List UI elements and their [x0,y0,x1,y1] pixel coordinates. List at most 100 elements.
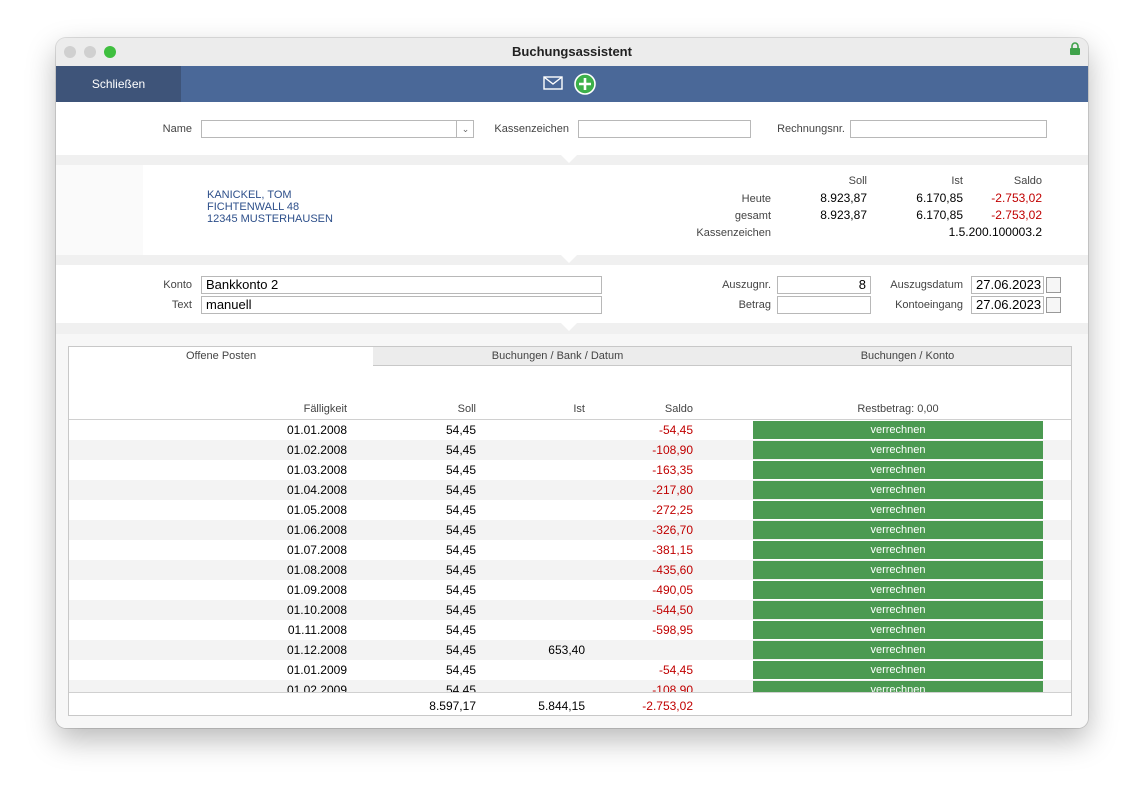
table-cell: 01.12.2008 [286,643,347,657]
auszugnr-label: Auszugnr. [722,279,771,291]
table-row: 01.03.2008 54,45 -163,35 verrechnen [69,460,1071,480]
table-row: 01.08.2008 54,45 -435,60 verrechnen [69,560,1071,580]
table-cell: 01.03.2008 [286,463,347,477]
summary-kassenzeichen-label: Kassenzeichen [696,227,771,239]
calendar-button[interactable] [1046,277,1061,293]
auszugnr-input[interactable]: 8 [777,276,871,294]
verrechnen-button[interactable]: verrechnen [753,661,1043,679]
tab[interactable]: Buchungen / Konto [742,347,1071,366]
table-row: 01.06.2008 54,45 -326,70 verrechnen [69,520,1071,540]
verrechnen-button[interactable]: verrechnen [753,421,1043,439]
auszugsdatum-input[interactable]: 27.06.2023 [971,276,1044,294]
konto-input[interactable]: Bankkonto 2 [201,276,602,294]
minimize-light[interactable] [84,46,96,58]
calendar-button[interactable] [1046,297,1061,313]
table-cell: -272,25 [652,503,693,517]
total: -2.753,02 [642,699,693,713]
table-cell: 01.06.2008 [286,523,347,537]
table-row: 01.12.2008 54,45 653,40 verrechnen [69,640,1071,660]
table-row: 01.07.2008 54,45 -381,15 verrechnen [69,540,1071,560]
verrechnen-button[interactable]: verrechnen [753,481,1043,499]
notch [561,155,577,163]
side-area [56,165,143,255]
verrechnen-button[interactable]: verrechnen [753,641,1043,659]
name-label: Name [162,123,192,135]
betrag-input[interactable] [777,296,871,314]
table-row: 01.09.2008 54,45 -490,05 verrechnen [69,580,1071,600]
table-row: 01.10.2008 54,45 -544,50 verrechnen [69,600,1071,620]
table-cell: -490,05 [652,583,693,597]
notch [561,323,577,331]
name-dropdown[interactable] [201,120,474,138]
verrechnen-button[interactable]: verrechnen [753,621,1043,639]
footer-line [69,692,1071,693]
table-cell: 01.01.2009 [286,663,347,677]
table-rows: 01.01.2008 54,45 -54,45 verrechnen 01.02.200… [69,420,1071,692]
table-cell: 653,40 [548,643,585,657]
verrechnen-button[interactable]: verrechnen [753,681,1043,692]
mail-icon[interactable] [543,76,563,90]
summary-value: 6.170,85 [916,208,963,222]
table-cell: 01.01.2008 [286,423,347,437]
table-cell: -163,35 [652,463,693,477]
table-cell: 54,45 [445,643,476,657]
close-light[interactable] [64,46,76,58]
verrechnen-button[interactable]: verrechnen [753,581,1043,599]
table-cell: 54,45 [445,463,476,477]
dropdown-arrow[interactable]: ⌄ [456,121,474,137]
verrechnen-button[interactable]: verrechnen [753,501,1043,519]
table-cell: -326,70 [652,523,693,537]
table-cell: 54,45 [445,483,476,497]
verrechnen-button[interactable]: verrechnen [753,561,1043,579]
table-row: 01.04.2008 54,45 -217,80 verrechnen [69,480,1071,500]
table-row: 01.01.2008 54,45 -54,45 verrechnen [69,420,1071,440]
column-header: Fälligkeit [303,403,347,415]
kassenzeichen-label: Kassenzeichen [494,123,569,135]
tab[interactable]: Buchungen / Bank / Datum [373,347,743,366]
table-cell: -54,45 [658,663,693,677]
summary-value: 8.923,87 [820,191,867,205]
kontoeingang-input[interactable]: 27.06.2023 [971,296,1044,314]
verrechnen-button[interactable]: verrechnen [753,541,1043,559]
zoom-light[interactable] [104,46,116,58]
summary-value: -2.753,02 [991,208,1042,222]
summary-header: Soll [848,175,867,187]
kontoeingang-label: Kontoeingang [895,299,963,311]
add-icon[interactable] [574,73,596,95]
notch [561,255,577,263]
table-cell: -544,50 [652,603,693,617]
table-cell: 54,45 [445,623,476,637]
customer-panel [56,165,1088,255]
table-cell: 01.09.2008 [286,583,347,597]
table-row: 01.05.2008 54,45 -272,25 verrechnen [69,500,1071,520]
table-cell: 54,45 [445,663,476,677]
betrag-label: Betrag [738,299,771,311]
text-input[interactable]: manuell [201,296,602,314]
toolbar [56,66,1088,102]
verrechnen-button[interactable]: verrechnen [753,601,1043,619]
total: 8.597,17 [429,699,476,713]
table-row: 01.01.2009 54,45 -54,45 verrechnen [69,660,1071,680]
verrechnen-button[interactable]: verrechnen [753,441,1043,459]
verrechnen-button[interactable]: verrechnen [753,461,1043,479]
table-cell: 54,45 [445,523,476,537]
verrechnen-button[interactable]: verrechnen [753,521,1043,539]
table-cell: 01.07.2008 [286,543,347,557]
column-header: Saldo [664,403,693,415]
table-cell: 01.04.2008 [286,483,347,497]
text-label: Text [171,299,192,311]
column-header: Soll [457,403,476,415]
table-cell: 54,45 [445,583,476,597]
summary-value: 8.923,87 [820,208,867,222]
kassenzeichen-input[interactable] [578,120,751,138]
table-cell: 54,45 [445,683,476,692]
close-button[interactable]: Schließen [56,66,181,102]
table-cell: 54,45 [445,543,476,557]
tab[interactable]: Offene Posten [69,347,374,366]
rechnungsnr-input[interactable] [850,120,1047,138]
konto-label: Konto [163,279,192,291]
address-line: FICHTENWALL 48 [207,201,300,213]
table-cell: 01.02.2009 [286,683,347,692]
table-cell: 01.08.2008 [286,563,347,577]
